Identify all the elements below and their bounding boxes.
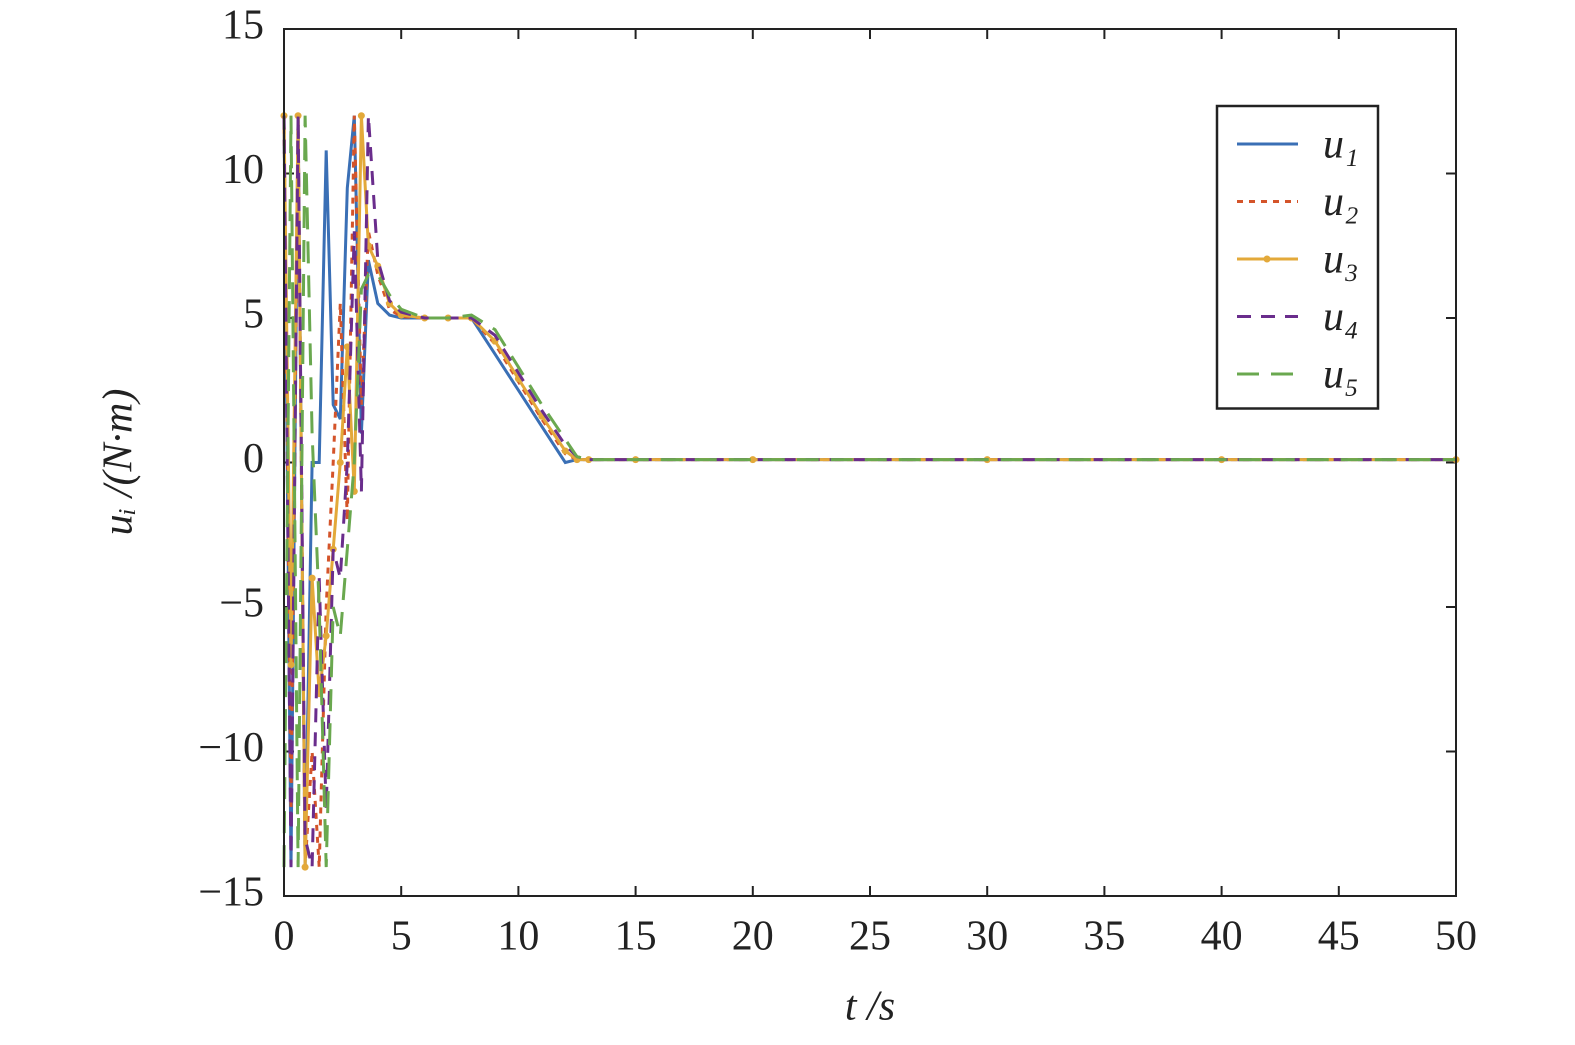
x-tick-label: 5 xyxy=(391,914,412,960)
series-marker xyxy=(294,112,302,120)
legend-label: u₂ xyxy=(1323,179,1359,225)
legend-label: u₅ xyxy=(1323,352,1359,398)
legend-box xyxy=(1215,104,1380,410)
y-axis-label: uᵢ /(N·m) xyxy=(96,389,142,536)
legend-label: u₄ xyxy=(1323,294,1359,340)
series-marker xyxy=(585,456,593,464)
series-marker xyxy=(343,343,351,351)
y-tick-label: −10 xyxy=(198,725,264,771)
series-marker xyxy=(308,574,316,582)
series-marker xyxy=(322,632,330,640)
series-marker xyxy=(357,112,365,120)
series-marker xyxy=(287,661,295,669)
series-marker xyxy=(561,447,569,455)
series-line xyxy=(282,115,1456,868)
x-tick-label: 50 xyxy=(1435,914,1477,960)
legend-label: u₃ xyxy=(1323,237,1359,283)
series-marker xyxy=(336,459,344,466)
series-marker xyxy=(749,456,757,464)
x-tick-label: 0 xyxy=(274,914,295,960)
y-tick-label: 10 xyxy=(222,147,264,193)
legend-label: u₁ xyxy=(1323,122,1359,168)
x-axis-label: t /s xyxy=(845,984,895,1030)
x-tick-label: 15 xyxy=(615,914,657,960)
x-tick-label: 35 xyxy=(1083,914,1125,960)
x-tick-label: 10 xyxy=(497,914,539,960)
legend-marker xyxy=(1263,255,1271,263)
y-tick-label: 5 xyxy=(243,292,264,338)
y-tick-label: −5 xyxy=(219,581,264,627)
x-tick-label: 30 xyxy=(966,914,1008,960)
y-tick-label: −15 xyxy=(198,870,264,916)
x-tick-label: 40 xyxy=(1201,914,1243,960)
x-tick-label: 25 xyxy=(849,914,891,960)
x-tick-label: 20 xyxy=(732,914,774,960)
plot-frame xyxy=(283,28,1457,897)
y-tick-label: 0 xyxy=(243,436,264,482)
y-tick-label: 15 xyxy=(222,3,264,49)
series-marker xyxy=(301,863,309,871)
x-tick-label: 45 xyxy=(1318,914,1360,960)
